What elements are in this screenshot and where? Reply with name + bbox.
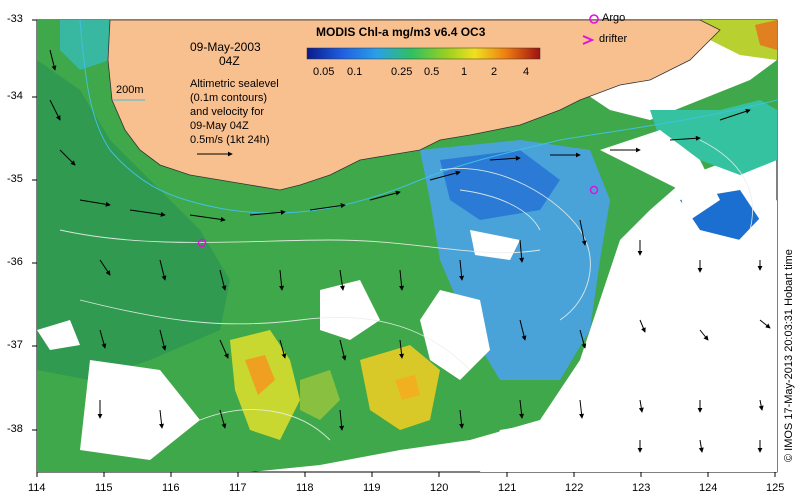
argo-marker [197, 238, 207, 248]
map-time: 04Z [219, 54, 240, 68]
isobath-200m [79, 20, 777, 214]
lon-tick: 116 [162, 482, 180, 494]
axis-ticks [32, 19, 776, 477]
lat-tick: -36 [7, 256, 23, 268]
sealevel-contours [59, 139, 753, 441]
lon-tick: 121 [498, 482, 517, 494]
argo-legend-icon [589, 14, 599, 24]
colorbar-tick: 0.05 [313, 66, 335, 78]
desc-line-2: (0.1m contours) [190, 92, 268, 104]
argo-marker [589, 185, 599, 195]
velocity-arrows [49, 49, 771, 453]
desc-line-1: Altimetric sealevel [190, 78, 279, 90]
lon-tick: 120 [430, 482, 449, 494]
desc-line-3: and velocity for [190, 106, 264, 118]
lon-tick: 125 [766, 482, 785, 494]
drifter-legend-icon [582, 35, 595, 45]
lat-tick: -38 [7, 423, 23, 435]
desc-line-4: 09-May 04Z [190, 120, 249, 132]
chlorophyll-field [37, 20, 777, 472]
credit-text: © IMOS 17-May-2013 20:03:31 Hobart time [783, 249, 795, 462]
colorbar [306, 47, 541, 60]
colorbar-tick: 1 [461, 66, 468, 78]
lat-tick: -34 [7, 90, 23, 102]
colorbar-tick: 2 [491, 66, 498, 78]
colorbar-tick: 4 [523, 66, 530, 78]
colorbar-tick: 0.25 [391, 66, 413, 78]
lat-tick: -37 [7, 339, 23, 351]
isobath-label: 200m [116, 84, 144, 96]
drifter-legend-label: drifter [599, 33, 628, 45]
land-mass [107, 20, 721, 191]
lon-tick: 114 [28, 482, 46, 494]
colorbar-title: MODIS Chl-a mg/m3 v6.4 OC3 [316, 25, 486, 39]
colorbar-tick: 0.5 [424, 66, 440, 78]
desc-line-5: 0.5m/s (1kt 24h) [190, 134, 270, 146]
lon-tick: 119 [363, 482, 381, 494]
argo-legend-label: Argo [602, 12, 626, 24]
lon-tick: 118 [296, 482, 314, 494]
lon-tick: 115 [95, 482, 113, 494]
cloud-mask [37, 130, 777, 472]
colorbar-tick: 0.1 [347, 66, 363, 78]
lon-tick: 122 [565, 482, 584, 494]
lon-tick: 124 [699, 482, 718, 494]
lat-tick: -33 [7, 13, 23, 25]
lon-tick: 117 [229, 482, 247, 494]
map-date: 09-May-2003 [190, 40, 261, 54]
lat-tick: -35 [7, 173, 23, 185]
lon-tick: 123 [632, 482, 651, 494]
